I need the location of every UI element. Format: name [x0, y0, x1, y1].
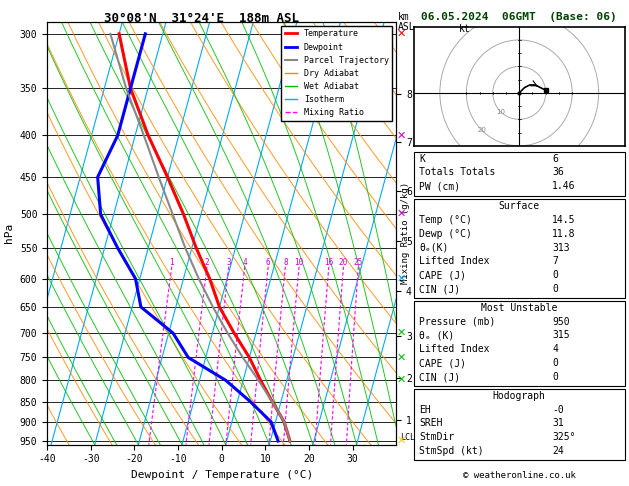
Text: Temp (°C): Temp (°C) [419, 215, 472, 225]
Text: 315: 315 [552, 330, 570, 341]
Text: -0: -0 [552, 405, 564, 415]
Text: Hodograph: Hodograph [493, 391, 546, 401]
Text: 11.8: 11.8 [552, 229, 576, 239]
Text: 06.05.2024  06GMT  (Base: 06): 06.05.2024 06GMT (Base: 06) [421, 12, 617, 22]
Text: 0: 0 [552, 284, 558, 294]
Text: θₑ(K): θₑ(K) [419, 243, 448, 253]
Legend: Temperature, Dewpoint, Parcel Trajectory, Dry Adiabat, Wet Adiabat, Isotherm, Mi: Temperature, Dewpoint, Parcel Trajectory… [281, 26, 392, 121]
Text: 6: 6 [266, 258, 270, 267]
Text: θₑ (K): θₑ (K) [419, 330, 454, 341]
Text: ASL: ASL [398, 22, 415, 32]
Text: 14.5: 14.5 [552, 215, 576, 225]
Text: 325°: 325° [552, 433, 576, 442]
Text: 1: 1 [169, 258, 174, 267]
Text: 20: 20 [339, 258, 348, 267]
Text: 3: 3 [226, 258, 231, 267]
Text: ✕: ✕ [397, 209, 406, 219]
Text: Most Unstable: Most Unstable [481, 303, 557, 313]
Text: 0: 0 [552, 372, 558, 382]
Text: 4: 4 [242, 258, 247, 267]
Text: km: km [398, 12, 409, 22]
Text: 2: 2 [204, 258, 209, 267]
Text: LCL: LCL [400, 433, 415, 442]
Text: SREH: SREH [419, 418, 442, 429]
Text: Dewp (°C): Dewp (°C) [419, 229, 472, 239]
Text: ✕: ✕ [397, 436, 406, 446]
Text: ✕: ✕ [397, 352, 406, 363]
X-axis label: Dewpoint / Temperature (°C): Dewpoint / Temperature (°C) [131, 470, 313, 480]
Text: ✕: ✕ [397, 29, 406, 39]
Text: 0: 0 [552, 270, 558, 280]
Text: 10: 10 [496, 109, 505, 115]
Text: 16: 16 [324, 258, 333, 267]
Text: 0: 0 [552, 358, 558, 368]
Text: 7: 7 [552, 257, 558, 266]
Text: 313: 313 [552, 243, 570, 253]
Text: CAPE (J): CAPE (J) [419, 270, 466, 280]
Text: 36: 36 [552, 167, 564, 177]
Text: kt: kt [459, 24, 470, 34]
Text: CIN (J): CIN (J) [419, 284, 460, 294]
Text: © weatheronline.co.uk: © weatheronline.co.uk [463, 471, 576, 480]
Text: CAPE (J): CAPE (J) [419, 358, 466, 368]
Text: CIN (J): CIN (J) [419, 372, 460, 382]
Text: ✕: ✕ [397, 130, 406, 140]
Text: 1.46: 1.46 [552, 181, 576, 191]
Text: 4: 4 [552, 345, 558, 354]
Text: 25: 25 [353, 258, 363, 267]
Text: StmSpd (kt): StmSpd (kt) [419, 446, 484, 456]
Text: Lifted Index: Lifted Index [419, 257, 489, 266]
Text: Totals Totals: Totals Totals [419, 167, 495, 177]
Text: Lifted Index: Lifted Index [419, 345, 489, 354]
Text: PW (cm): PW (cm) [419, 181, 460, 191]
Text: 6: 6 [552, 154, 558, 164]
Text: 20: 20 [477, 127, 486, 134]
Text: 24: 24 [552, 446, 564, 456]
Text: ✕: ✕ [397, 375, 406, 385]
Text: StmDir: StmDir [419, 433, 454, 442]
Text: K: K [419, 154, 425, 164]
Text: ✕: ✕ [397, 328, 406, 338]
Text: Pressure (mb): Pressure (mb) [419, 317, 495, 327]
Text: ✕: ✕ [397, 274, 406, 284]
Y-axis label: hPa: hPa [4, 223, 14, 243]
Text: Surface: Surface [499, 201, 540, 211]
Text: 950: 950 [552, 317, 570, 327]
Text: 31: 31 [552, 418, 564, 429]
Text: 10: 10 [294, 258, 304, 267]
Text: Mixing Ratio (g/kg): Mixing Ratio (g/kg) [401, 182, 410, 284]
Text: 30°08'N  31°24'E  188m ASL: 30°08'N 31°24'E 188m ASL [104, 12, 299, 25]
Text: EH: EH [419, 405, 431, 415]
Text: 8: 8 [283, 258, 287, 267]
